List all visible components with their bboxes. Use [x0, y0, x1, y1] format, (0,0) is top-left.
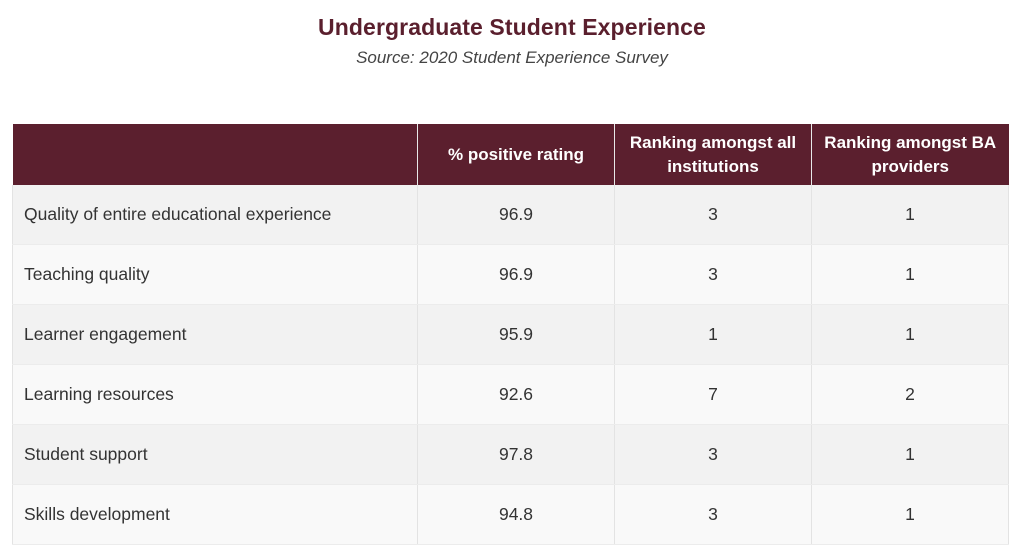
cell-positive-rating: 96.9 [417, 185, 615, 245]
cell-positive-rating: 96.9 [417, 244, 615, 305]
cell-rank-all: 3 [614, 244, 812, 305]
page-subtitle: Source: 2020 Student Experience Survey [356, 48, 668, 67]
column-header-rank-all: Ranking amongst all institutions [614, 124, 812, 185]
cell-rank-ba: 1 [811, 304, 1009, 365]
cell-rank-all: 3 [614, 424, 812, 485]
row-label: Skills development [12, 484, 418, 545]
cell-rank-ba: 1 [811, 424, 1009, 485]
table-row: Teaching quality 96.9 3 1 [12, 244, 1009, 305]
student-experience-table: % positive rating Ranking amongst all in… [12, 124, 1009, 545]
row-label: Quality of entire educational experience [12, 185, 418, 245]
row-label: Learner engagement [12, 304, 418, 365]
table-row: Skills development 94.8 3 1 [12, 484, 1009, 545]
cell-positive-rating: 97.8 [417, 424, 615, 485]
cell-rank-ba: 1 [811, 244, 1009, 305]
table-row: Quality of entire educational experience… [12, 185, 1009, 245]
table-row: Learning resources 92.6 7 2 [12, 364, 1009, 425]
cell-rank-all: 1 [614, 304, 812, 365]
column-header-positive-rating: % positive rating [417, 124, 615, 185]
column-header-metric [12, 124, 418, 185]
cell-rank-ba: 1 [811, 185, 1009, 245]
cell-positive-rating: 95.9 [417, 304, 615, 365]
cell-positive-rating: 94.8 [417, 484, 615, 545]
row-label: Learning resources [12, 364, 418, 425]
cell-rank-all: 3 [614, 484, 812, 545]
table-header-row: % positive rating Ranking amongst all in… [12, 124, 1009, 185]
table-row: Student support 97.8 3 1 [12, 424, 1009, 485]
cell-rank-ba: 1 [811, 484, 1009, 545]
cell-rank-ba: 2 [811, 364, 1009, 425]
cell-rank-all: 3 [614, 185, 812, 245]
cell-rank-all: 7 [614, 364, 812, 425]
row-label: Teaching quality [12, 244, 418, 305]
table-row: Learner engagement 95.9 1 1 [12, 304, 1009, 365]
page-title: Undergraduate Student Experience [318, 14, 706, 40]
cell-positive-rating: 92.6 [417, 364, 615, 425]
column-header-rank-ba: Ranking amongst BA providers [811, 124, 1009, 185]
row-label: Student support [12, 424, 418, 485]
